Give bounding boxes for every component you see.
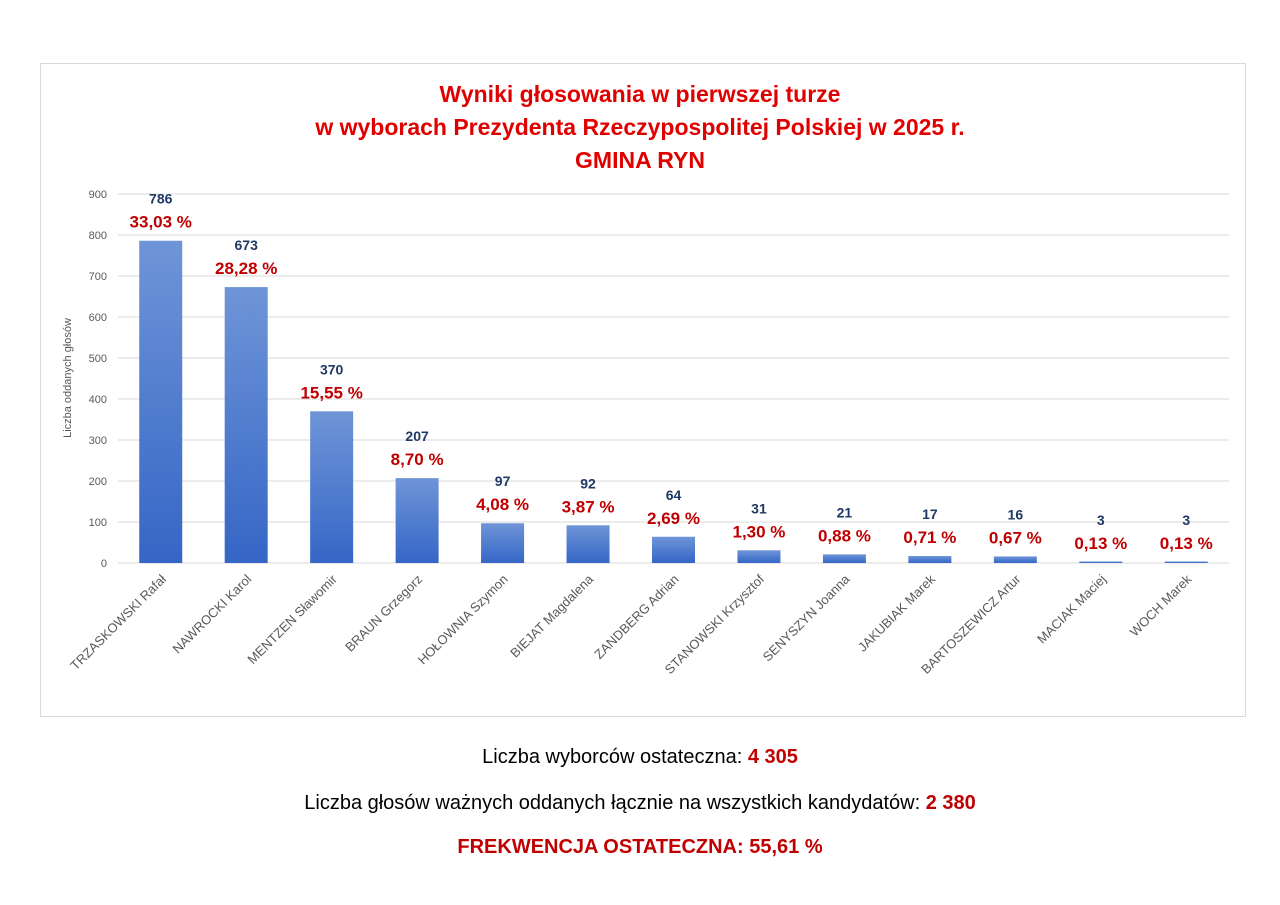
- percent-label-4: 4,08 %: [476, 495, 529, 514]
- y-tick-label: 400: [89, 394, 107, 406]
- turnout-summary: FREKWENCJA OSTATECZNA: 55,61 %: [457, 836, 823, 858]
- bar-0: [139, 240, 183, 564]
- chart-title-line-2: w wyborach Prezydenta Rzeczypospolitej P…: [315, 114, 965, 140]
- category-label-11: MACIAK Maciej: [1034, 571, 1109, 646]
- category-label-0: TRZASKOWSKI Rafał: [67, 571, 169, 673]
- percent-label-3: 8,70 %: [391, 450, 444, 469]
- value-label-4: 97: [495, 473, 511, 489]
- bar-6: [652, 536, 695, 563]
- bar-7: [737, 550, 781, 563]
- percent-label-8: 0,88 %: [818, 526, 871, 545]
- category-label-8: SENYSZYN Joanna: [760, 571, 853, 664]
- votes-summary: Liczba głosów ważnych oddanych łącznie n…: [0, 792, 1280, 815]
- category-label-12: WOCH Marek: [1127, 571, 1195, 639]
- y-tick-label: 700: [89, 271, 107, 283]
- percent-label-12: 0,13 %: [1160, 534, 1213, 553]
- bar-3: [395, 478, 439, 563]
- value-label-8: 21: [837, 504, 853, 520]
- y-tick-label: 600: [89, 312, 107, 324]
- bar-10: [993, 556, 1037, 563]
- bar-4: [481, 523, 525, 563]
- y-tick-label: 0: [101, 558, 107, 570]
- y-tick-label: 900: [89, 189, 107, 201]
- voters-label: Liczba wyborców ostateczna:: [482, 746, 748, 768]
- value-label-11: 3: [1097, 512, 1105, 528]
- bar-5: [566, 525, 610, 563]
- value-label-6: 64: [666, 487, 682, 503]
- value-label-9: 17: [922, 506, 938, 522]
- category-label-5: BIEJAT Magdalena: [507, 571, 597, 661]
- y-tick-label: 200: [89, 476, 107, 488]
- value-label-7: 31: [751, 500, 767, 516]
- category-label-9: JAKUBIAK Marek: [855, 571, 938, 654]
- percent-label-5: 3,87 %: [562, 497, 615, 516]
- percent-label-0: 33,03 %: [130, 213, 192, 232]
- y-tick-label: 100: [89, 517, 107, 529]
- voters-value: 4 305: [747, 746, 798, 768]
- category-label-2: MENTZEN Sławomir: [244, 571, 340, 667]
- chart-title-line-3: GMINA RYN: [575, 147, 705, 173]
- bar-9: [908, 556, 952, 563]
- value-label-2: 370: [320, 361, 344, 377]
- value-label-3: 207: [405, 428, 429, 444]
- value-label-12: 3: [1182, 512, 1190, 528]
- chart-title-line-1: Wyniki głosowania w pierwszej turze: [439, 81, 841, 107]
- chart-title: Wyniki głosowania w pierwszej turze w wy…: [0, 78, 1280, 177]
- value-label-1: 673: [235, 237, 259, 253]
- voters-summary: Liczba wyborców ostateczna: 4 305: [0, 746, 1280, 769]
- y-tick-label: 800: [89, 230, 107, 242]
- category-label-4: HOŁOWNIA Szymon: [415, 572, 511, 668]
- y-axis-label: Liczba oddanych głosów: [62, 318, 74, 438]
- percent-label-1: 28,28 %: [215, 259, 277, 278]
- percent-label-2: 15,55 %: [300, 383, 362, 402]
- y-tick-label: 300: [89, 435, 107, 447]
- bar-1: [224, 287, 268, 563]
- category-label-6: ZANDBERG Adrian: [591, 572, 681, 662]
- votes-value: 2 380: [925, 792, 976, 814]
- value-label-0: 786: [149, 191, 173, 207]
- bar-11: [1079, 561, 1123, 563]
- votes-label: Liczba głosów ważnych oddanych łącznie n…: [304, 792, 926, 814]
- category-label-7: STANOWSKI Krzysztof: [662, 571, 768, 677]
- value-label-10: 16: [1008, 506, 1024, 522]
- percent-label-6: 2,69 %: [647, 509, 700, 528]
- value-label-5: 92: [580, 475, 596, 491]
- category-label-1: NAWROCKI Karol: [169, 571, 254, 656]
- percent-label-7: 1,30 %: [732, 522, 785, 541]
- y-tick-label: 500: [89, 353, 107, 365]
- category-label-3: BRAUN Grzegorz: [342, 572, 425, 655]
- percent-label-9: 0,71 %: [903, 528, 956, 547]
- category-label-10: BARTOSZEWICZ Artur: [918, 571, 1024, 677]
- percent-label-11: 0,13 %: [1074, 534, 1127, 553]
- bar-8: [822, 554, 866, 563]
- bar-2: [310, 411, 354, 563]
- bar-12: [1164, 561, 1208, 563]
- percent-label-10: 0,67 %: [989, 528, 1042, 547]
